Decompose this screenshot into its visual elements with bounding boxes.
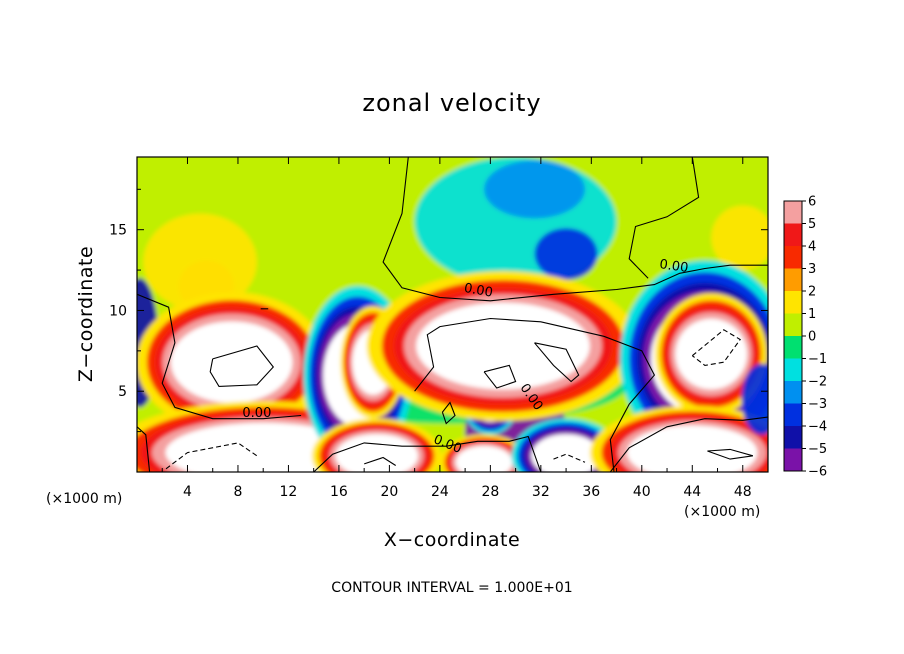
colorbar-segment [784,313,802,337]
colorbar-segment [784,268,802,292]
colorbar-tick-label: −3 [808,397,827,412]
contour-zero [441,401,456,425]
x-tick-label: 20 [380,484,398,500]
colorbar-tick-label: −4 [808,420,827,435]
field-saturated-core [165,422,361,472]
colorbar-tick-label: −6 [808,465,827,480]
contour-inner [534,342,580,383]
x-tick-label: 8 [233,484,242,500]
contour-inner [707,448,754,460]
x-tick-label: 24 [431,484,449,500]
colorbar-tick-label: 5 [808,217,816,232]
contour-dashed [165,442,258,470]
field-saturated-core [170,321,293,403]
field-band [484,160,586,219]
colorbar-tick-label: −2 [808,375,827,390]
contour-zero [137,426,151,472]
x-tick-label: 48 [734,484,752,500]
x-unit-left: (×1000 m) [46,491,122,507]
colorbar-tick-label: 4 [808,240,816,255]
colorbar: 6 5 4 3 2 1 0 −1 −2 −3 −4 −5 −6 [783,195,827,480]
y-axis-ticks: 5 10 15 [109,188,768,433]
colorbar-segment [784,381,802,404]
field-band [534,228,598,280]
colorbar-tick-label: 2 [808,285,816,300]
y-tick-label: 15 [109,223,127,239]
x-tick-label: 40 [633,484,651,500]
x-tick-label: 36 [582,484,600,500]
x-axis-label: X−coordinate [384,529,520,551]
contour-inner [209,345,275,387]
x-axis-ticks: 4 8 12 16 20 24 28 32 36 40 44 48 [161,157,752,500]
x-tick-label: 4 [183,484,192,500]
contour-value-label: 0.00 [463,281,494,301]
contour-zero [414,317,656,472]
x-tick-label: 28 [481,484,499,500]
colorbar-segment [784,336,802,359]
contour-zero [137,293,302,420]
field-saturated-core [455,446,513,472]
contour-inner [364,456,396,466]
colorbar-tick-label: 1 [808,307,816,322]
plot-frame [136,156,769,473]
field-saturated-core [335,434,419,472]
x-tick-label: 32 [532,484,550,500]
y-tick-label: 10 [109,303,127,319]
field-band [143,213,257,311]
field-saturated-core [531,434,601,472]
colorbar-segment [784,358,802,382]
y-tick-label: 5 [118,384,127,400]
colorbar-tick-label: 3 [808,262,816,277]
x-tick-label: 16 [330,484,348,500]
colorbar-segment [784,223,802,247]
field-saturated-core [675,318,748,390]
chart-title: zonal velocity [362,89,541,117]
colorbar-segment [784,246,802,269]
contour-dashed [553,453,586,463]
contour-value-label: 0.00 [658,257,689,276]
contour-zero [382,157,768,302]
contour-dashed [691,329,741,366]
colorbar-tick-label: −1 [808,352,827,367]
contour-lines [137,157,768,472]
x-tick-label: 12 [280,484,298,500]
colorbar-segment [784,201,802,224]
colorbar-tick-label: −5 [808,442,827,457]
contour-zero [628,157,700,279]
x-unit-right: (×1000 m) [684,504,760,520]
contour-value-label: 0.00 [242,406,271,421]
contour-zero [313,435,542,472]
contour-interval-note: CONTOUR INTERVAL = 1.000E+01 [331,580,572,596]
field-saturated-core [627,425,758,472]
colorbar-tick-label: 0 [808,330,816,345]
colorbar-segment [784,403,802,427]
field-saturated-core [416,302,590,390]
colorbar-segment [784,448,802,472]
field-band [741,363,768,435]
field-band [711,205,768,271]
colorbar-segment [784,426,802,449]
contour-zero [483,364,517,389]
colorbar-segment [784,291,802,314]
colorbar-tick-label: 6 [808,195,816,210]
plot-area [137,157,768,472]
contour-zero [609,416,768,472]
x-tick-label: 44 [683,484,701,500]
y-axis-label: Z−coordinate [75,246,97,382]
